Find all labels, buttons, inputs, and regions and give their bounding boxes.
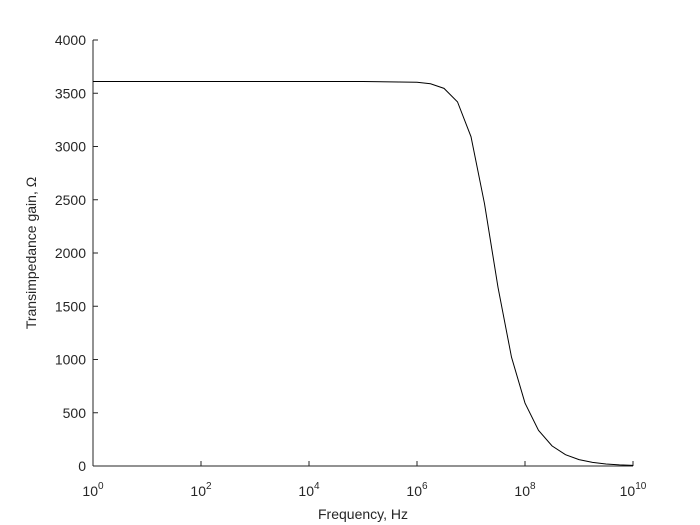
y-tick-label: 2000 (55, 245, 86, 261)
x-axis-label: Frequency, Hz (318, 506, 408, 522)
y-tick-label: 1000 (55, 352, 86, 368)
y-tick-label: 2500 (55, 192, 86, 208)
y-tick-label: 3000 (55, 139, 86, 155)
y-tick-label: 500 (63, 405, 87, 421)
y-tick-label: 0 (78, 458, 86, 474)
y-axis-label: Transimpedance gain, Ω (23, 177, 39, 329)
y-tick-label: 1500 (55, 298, 86, 314)
y-tick-label: 3500 (55, 85, 86, 101)
line-series (93, 81, 634, 466)
y-tick-label: 4000 (55, 32, 86, 48)
